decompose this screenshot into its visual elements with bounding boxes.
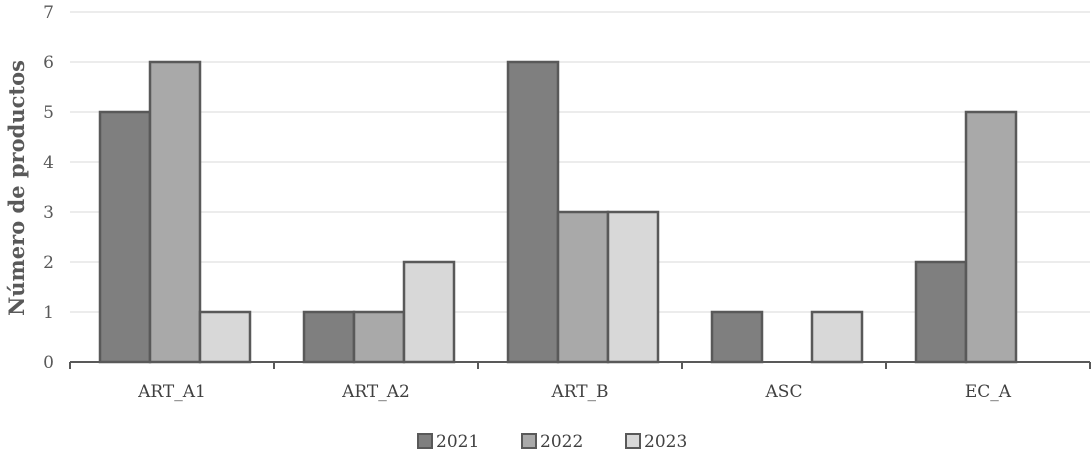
y-tick-label: 4 — [43, 153, 54, 173]
bar-ASC-2023 — [810, 310, 864, 364]
bar-ART_A1-2021 — [98, 110, 152, 364]
bar-EC_A-2021 — [914, 260, 968, 364]
y-axis-ticks: 0 1 2 3 4 5 6 7 — [43, 3, 54, 373]
bar-ART_A2-2021 — [302, 310, 356, 364]
bar-ASC-2021 — [710, 310, 764, 364]
x-tick-label: ASC — [765, 382, 803, 402]
bar-ART_A2-2023 — [402, 260, 456, 364]
legend-label-2021: 2021 — [436, 432, 479, 452]
bar-EC_A-2022 — [964, 110, 1018, 364]
x-axis: ART_A1 ART_A2 ART_B ASC EC_A — [69, 361, 1091, 402]
bar-ART_A1-2022 — [148, 60, 202, 364]
legend: 2021 2022 2023 — [417, 432, 687, 452]
y-tick-label: 6 — [43, 53, 54, 73]
y-tick-label: 7 — [43, 3, 54, 23]
legend-swatch-2023 — [625, 433, 641, 449]
y-axis-label: Número de productos — [4, 60, 29, 316]
bar-ART_A1-2023 — [198, 310, 252, 364]
y-tick-label: 5 — [43, 103, 54, 123]
legend-swatch-2022 — [521, 433, 537, 449]
legend-label-2023: 2023 — [644, 432, 687, 452]
legend-label-2022: 2022 — [540, 432, 583, 452]
x-tick-label: ART_A1 — [137, 382, 206, 402]
y-tick-label: 1 — [43, 303, 54, 323]
bar-ART_B-2022 — [556, 210, 610, 364]
x-tick-label: ART_A2 — [341, 382, 410, 402]
bar-ART_A2-2022 — [352, 310, 406, 364]
y-tick-label: 0 — [43, 353, 54, 373]
x-tick-label: EC_A — [965, 382, 1012, 402]
bar-ART_B-2021 — [506, 60, 560, 364]
bar-ART_B-2023 — [606, 210, 660, 364]
y-tick-label: 2 — [43, 253, 54, 273]
legend-swatch-2021 — [417, 433, 433, 449]
x-tick-label: ART_B — [550, 382, 608, 402]
y-tick-label: 3 — [43, 203, 54, 223]
